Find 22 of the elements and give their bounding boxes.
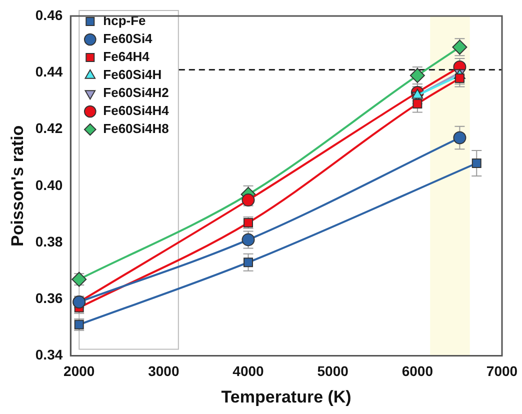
legend-label: Fe60Si4	[103, 31, 154, 46]
x-tick-label: 4000	[232, 363, 264, 380]
y-tick-label: 0.44	[35, 63, 63, 80]
y-tick-label: 0.42	[35, 120, 63, 136]
legend-label: Fe60Si4H4	[103, 103, 170, 118]
x-tick-label: 7000	[486, 363, 518, 380]
legend-label: Fe60Si4H8	[103, 121, 169, 136]
legend-label: Fe60Si4H2	[103, 85, 169, 100]
legend-label: Fe60Si4H	[103, 67, 162, 82]
y-tick-label: 0.46	[35, 6, 63, 23]
legend-label: hcp-Fe	[103, 13, 146, 28]
x-tick-label: 6000	[402, 363, 434, 380]
x-axis-title: Temperature (K)	[221, 387, 352, 406]
legend-label: Fe64H4	[103, 49, 150, 64]
y-tick-label: 0.38	[35, 233, 63, 250]
x-tick-label: 2000	[64, 363, 95, 380]
y-axis-title: Poisson's ratio	[8, 125, 27, 246]
y-tick-label: 0.40	[35, 176, 63, 193]
x-tick-label: 3000	[148, 363, 180, 380]
x-tick-label: 5000	[317, 363, 349, 380]
y-tick-label: 0.36	[35, 290, 63, 306]
y-tick-label: 0.34	[35, 346, 63, 363]
